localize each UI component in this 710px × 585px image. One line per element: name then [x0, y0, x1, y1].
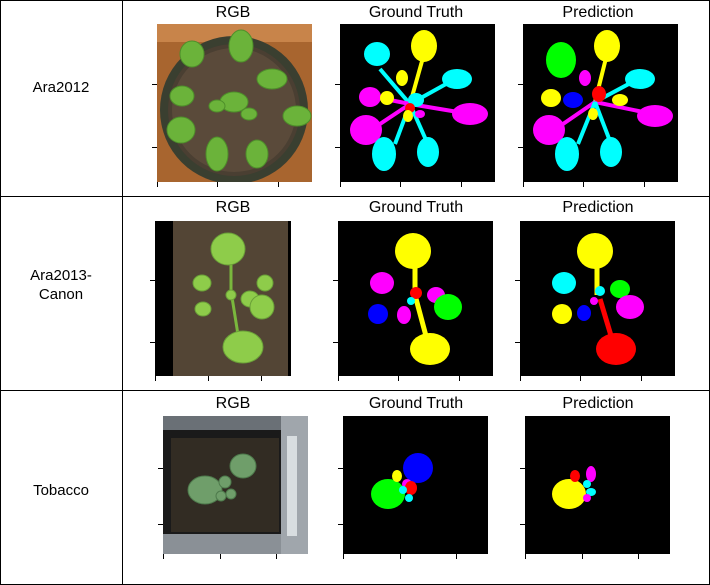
axis-tick	[583, 182, 584, 187]
axis-tick	[400, 182, 401, 187]
table-border-left	[0, 0, 1, 585]
axis-tick	[515, 280, 520, 281]
prediction-mask-ara2013-canon	[520, 221, 675, 379]
axis-tick	[338, 468, 343, 469]
column-title-rgb: RGB	[215, 199, 251, 216]
axis-tick	[520, 376, 521, 381]
axis-tick	[520, 524, 525, 525]
axis-tick	[150, 280, 155, 281]
prediction-mask-ara2012	[523, 24, 678, 182]
axis-tick	[150, 342, 155, 343]
axis-tick	[525, 554, 526, 559]
row-label-tobacco: Tobacco	[0, 481, 122, 500]
column-title-rgb: RGB	[215, 395, 251, 412]
axis-tick	[208, 376, 209, 381]
row-label-line: Canon	[38, 286, 84, 303]
row-label-ara2013-canon: Ara2013- Canon	[0, 266, 122, 304]
axis-tick	[459, 376, 460, 381]
axis-tick	[580, 376, 581, 381]
column-title-ground-truth: Ground Truth	[368, 395, 464, 412]
axis-tick	[400, 554, 401, 559]
axis-tick	[644, 182, 645, 187]
axis-tick	[461, 182, 462, 187]
row-divider-2	[0, 390, 710, 391]
axis-tick	[157, 182, 158, 187]
row-label-ara2012: Ara2012	[0, 78, 122, 97]
axis-tick	[333, 280, 338, 281]
prediction-mask-tobacco	[525, 416, 670, 554]
axis-tick	[278, 182, 279, 187]
axis-tick	[520, 468, 525, 469]
rgb-image-ara2012	[157, 24, 312, 182]
axis-tick	[163, 554, 164, 559]
row-label-line: Ara2013-	[30, 267, 92, 284]
column-title-prediction: Prediction	[562, 395, 634, 412]
column-title-prediction: Prediction	[562, 199, 634, 216]
axis-tick	[155, 376, 156, 381]
axis-tick	[158, 524, 163, 525]
axis-tick	[152, 147, 157, 148]
axis-tick	[518, 147, 523, 148]
axis-tick	[638, 554, 639, 559]
axis-tick	[276, 554, 277, 559]
axis-tick	[338, 524, 343, 525]
axis-tick	[582, 554, 583, 559]
row-divider-1	[0, 196, 710, 197]
column-title-ground-truth: Ground Truth	[368, 199, 464, 216]
column-title-prediction: Prediction	[562, 4, 634, 21]
axis-tick	[333, 342, 338, 343]
axis-tick	[343, 554, 344, 559]
axis-tick	[338, 376, 339, 381]
ground-truth-mask-tobacco	[343, 416, 488, 554]
axis-tick	[335, 147, 340, 148]
axis-tick	[220, 554, 221, 559]
axis-tick	[641, 376, 642, 381]
rgb-image-ara2013-canon	[155, 221, 291, 379]
axis-tick	[523, 182, 524, 187]
axis-tick	[340, 182, 341, 187]
table-border-top	[0, 0, 710, 1]
row-label-line: Ara2012	[32, 79, 90, 96]
axis-tick	[158, 468, 163, 469]
table-divider	[122, 0, 123, 585]
axis-tick	[217, 182, 218, 187]
axis-tick	[261, 376, 262, 381]
axis-tick	[515, 342, 520, 343]
row-label-line: Tobacco	[33, 482, 89, 499]
axis-tick	[518, 84, 523, 85]
rgb-image-tobacco	[163, 416, 308, 554]
ground-truth-mask-ara2012	[340, 24, 495, 182]
axis-tick	[398, 376, 399, 381]
ground-truth-mask-ara2013-canon	[338, 221, 493, 379]
column-title-rgb: RGB	[215, 4, 251, 21]
axis-tick	[152, 84, 157, 85]
axis-tick	[335, 84, 340, 85]
axis-tick	[456, 554, 457, 559]
column-title-ground-truth: Ground Truth	[368, 4, 464, 21]
